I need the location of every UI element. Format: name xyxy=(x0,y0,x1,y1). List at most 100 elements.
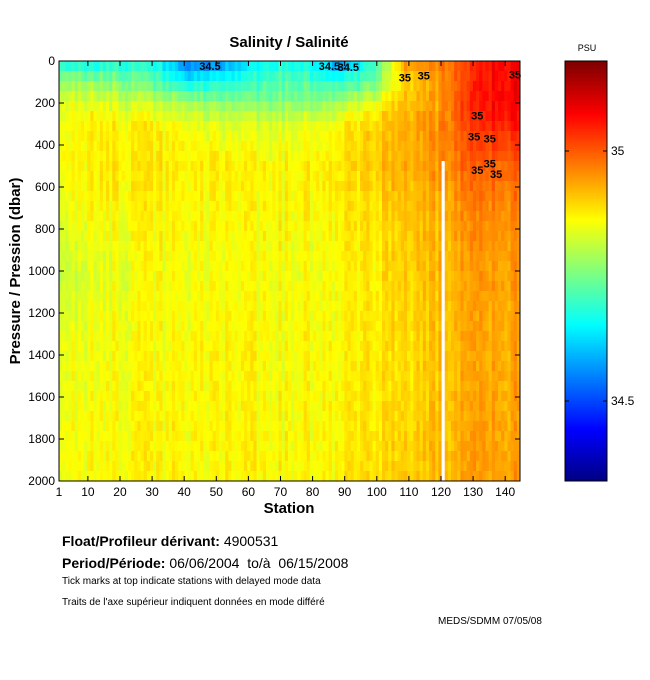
heatmap-cell xyxy=(159,61,163,71)
heatmap-cell xyxy=(247,421,251,431)
heatmap-cell xyxy=(265,411,270,421)
heatmap-cell xyxy=(99,421,104,431)
heatmap-cell xyxy=(68,191,72,201)
heatmap-cell xyxy=(385,231,389,241)
heatmap-cell xyxy=(300,101,305,111)
heatmap-cell xyxy=(225,381,229,391)
heatmap-cell xyxy=(425,291,430,301)
heatmap-cell xyxy=(360,131,364,141)
heatmap-cell xyxy=(372,301,377,311)
heatmap-cell xyxy=(80,251,85,261)
heatmap-cell xyxy=(106,251,110,261)
heatmap-cell xyxy=(363,241,367,251)
heatmap-cell xyxy=(319,91,323,101)
heatmap-cell xyxy=(181,71,185,81)
heatmap-cell xyxy=(112,331,116,341)
heatmap-cell xyxy=(96,251,101,261)
heatmap-cell xyxy=(212,121,217,131)
heatmap-cell xyxy=(212,291,217,301)
heatmap-cell xyxy=(165,221,170,231)
heatmap-cell xyxy=(71,121,76,131)
heatmap-cell xyxy=(422,151,427,161)
heatmap-cell xyxy=(429,251,433,261)
heatmap-cell xyxy=(253,61,257,71)
heatmap-cell xyxy=(181,461,185,471)
heatmap-cell xyxy=(278,291,283,301)
heatmap-cell xyxy=(212,271,217,281)
heatmap-cell xyxy=(80,301,85,311)
heatmap-cell xyxy=(156,471,160,481)
heatmap-cell xyxy=(325,201,330,211)
heatmap-cell xyxy=(281,331,286,341)
heatmap-cell xyxy=(341,121,345,131)
heatmap-cell xyxy=(272,211,276,221)
heatmap-cell xyxy=(65,241,69,251)
heatmap-cell xyxy=(71,321,76,331)
heatmap-cell xyxy=(284,451,289,461)
heatmap-cell xyxy=(115,121,119,131)
heatmap-cell xyxy=(419,451,424,461)
heatmap-cell xyxy=(231,271,236,281)
heatmap-cell xyxy=(275,71,279,81)
heatmap-cell xyxy=(90,271,94,281)
heatmap-cell xyxy=(287,261,292,271)
heatmap-cell xyxy=(62,261,66,271)
heatmap-cell xyxy=(325,111,330,121)
heatmap-cell xyxy=(269,251,273,261)
heatmap-cell xyxy=(196,361,201,371)
heatmap-cell xyxy=(256,191,261,201)
heatmap-cell xyxy=(121,191,126,201)
heatmap-cell xyxy=(313,371,317,381)
heatmap-cell xyxy=(303,131,308,141)
heatmap-cell xyxy=(319,341,323,351)
heatmap-cell xyxy=(231,281,236,291)
heatmap-cell xyxy=(397,251,402,261)
heatmap-cell xyxy=(272,121,276,131)
heatmap-cell xyxy=(369,461,374,471)
heatmap-cell xyxy=(284,401,289,411)
heatmap-cell xyxy=(394,331,399,341)
heatmap-cell xyxy=(262,221,267,231)
heatmap-cell xyxy=(71,101,76,111)
heatmap-cell xyxy=(407,211,411,221)
heatmap-cell xyxy=(363,111,367,121)
heatmap-cell xyxy=(338,181,342,191)
heatmap-cell xyxy=(413,441,417,451)
heatmap-cell xyxy=(99,441,104,451)
heatmap-cell xyxy=(168,331,173,341)
heatmap-cell xyxy=(96,121,101,131)
heatmap-cell xyxy=(190,261,195,271)
heatmap-cell xyxy=(222,221,226,231)
heatmap-cell xyxy=(294,251,298,261)
heatmap-cell xyxy=(334,241,339,251)
heatmap-cell xyxy=(228,211,232,221)
heatmap-cell xyxy=(385,161,389,171)
heatmap-cell xyxy=(253,251,257,261)
heatmap-cell xyxy=(212,451,217,461)
heatmap-cell xyxy=(112,321,116,331)
heatmap-cell xyxy=(181,311,185,321)
heatmap-cell xyxy=(65,361,69,371)
heatmap-cell xyxy=(187,431,192,441)
heatmap-cell xyxy=(90,191,94,201)
heatmap-cell xyxy=(93,151,98,161)
heatmap-cell xyxy=(68,151,72,161)
heatmap-cell xyxy=(68,241,72,251)
heatmap-cell xyxy=(156,261,160,271)
heatmap-cell xyxy=(275,461,279,471)
heatmap-cell xyxy=(140,211,145,221)
heatmap-cell xyxy=(281,351,286,361)
heatmap-cell xyxy=(334,421,339,431)
heatmap-cell xyxy=(209,231,214,241)
heatmap-cell xyxy=(65,261,69,271)
heatmap-cell xyxy=(391,291,395,301)
heatmap-cell xyxy=(281,251,286,261)
heatmap-cell xyxy=(272,441,276,451)
heatmap-cell xyxy=(369,381,374,391)
heatmap-cell xyxy=(306,91,311,101)
heatmap-cell xyxy=(118,271,123,281)
heatmap-cell xyxy=(228,291,232,301)
heatmap-cell xyxy=(127,401,132,411)
heatmap-cell xyxy=(165,381,170,391)
heatmap-cell xyxy=(87,131,91,141)
